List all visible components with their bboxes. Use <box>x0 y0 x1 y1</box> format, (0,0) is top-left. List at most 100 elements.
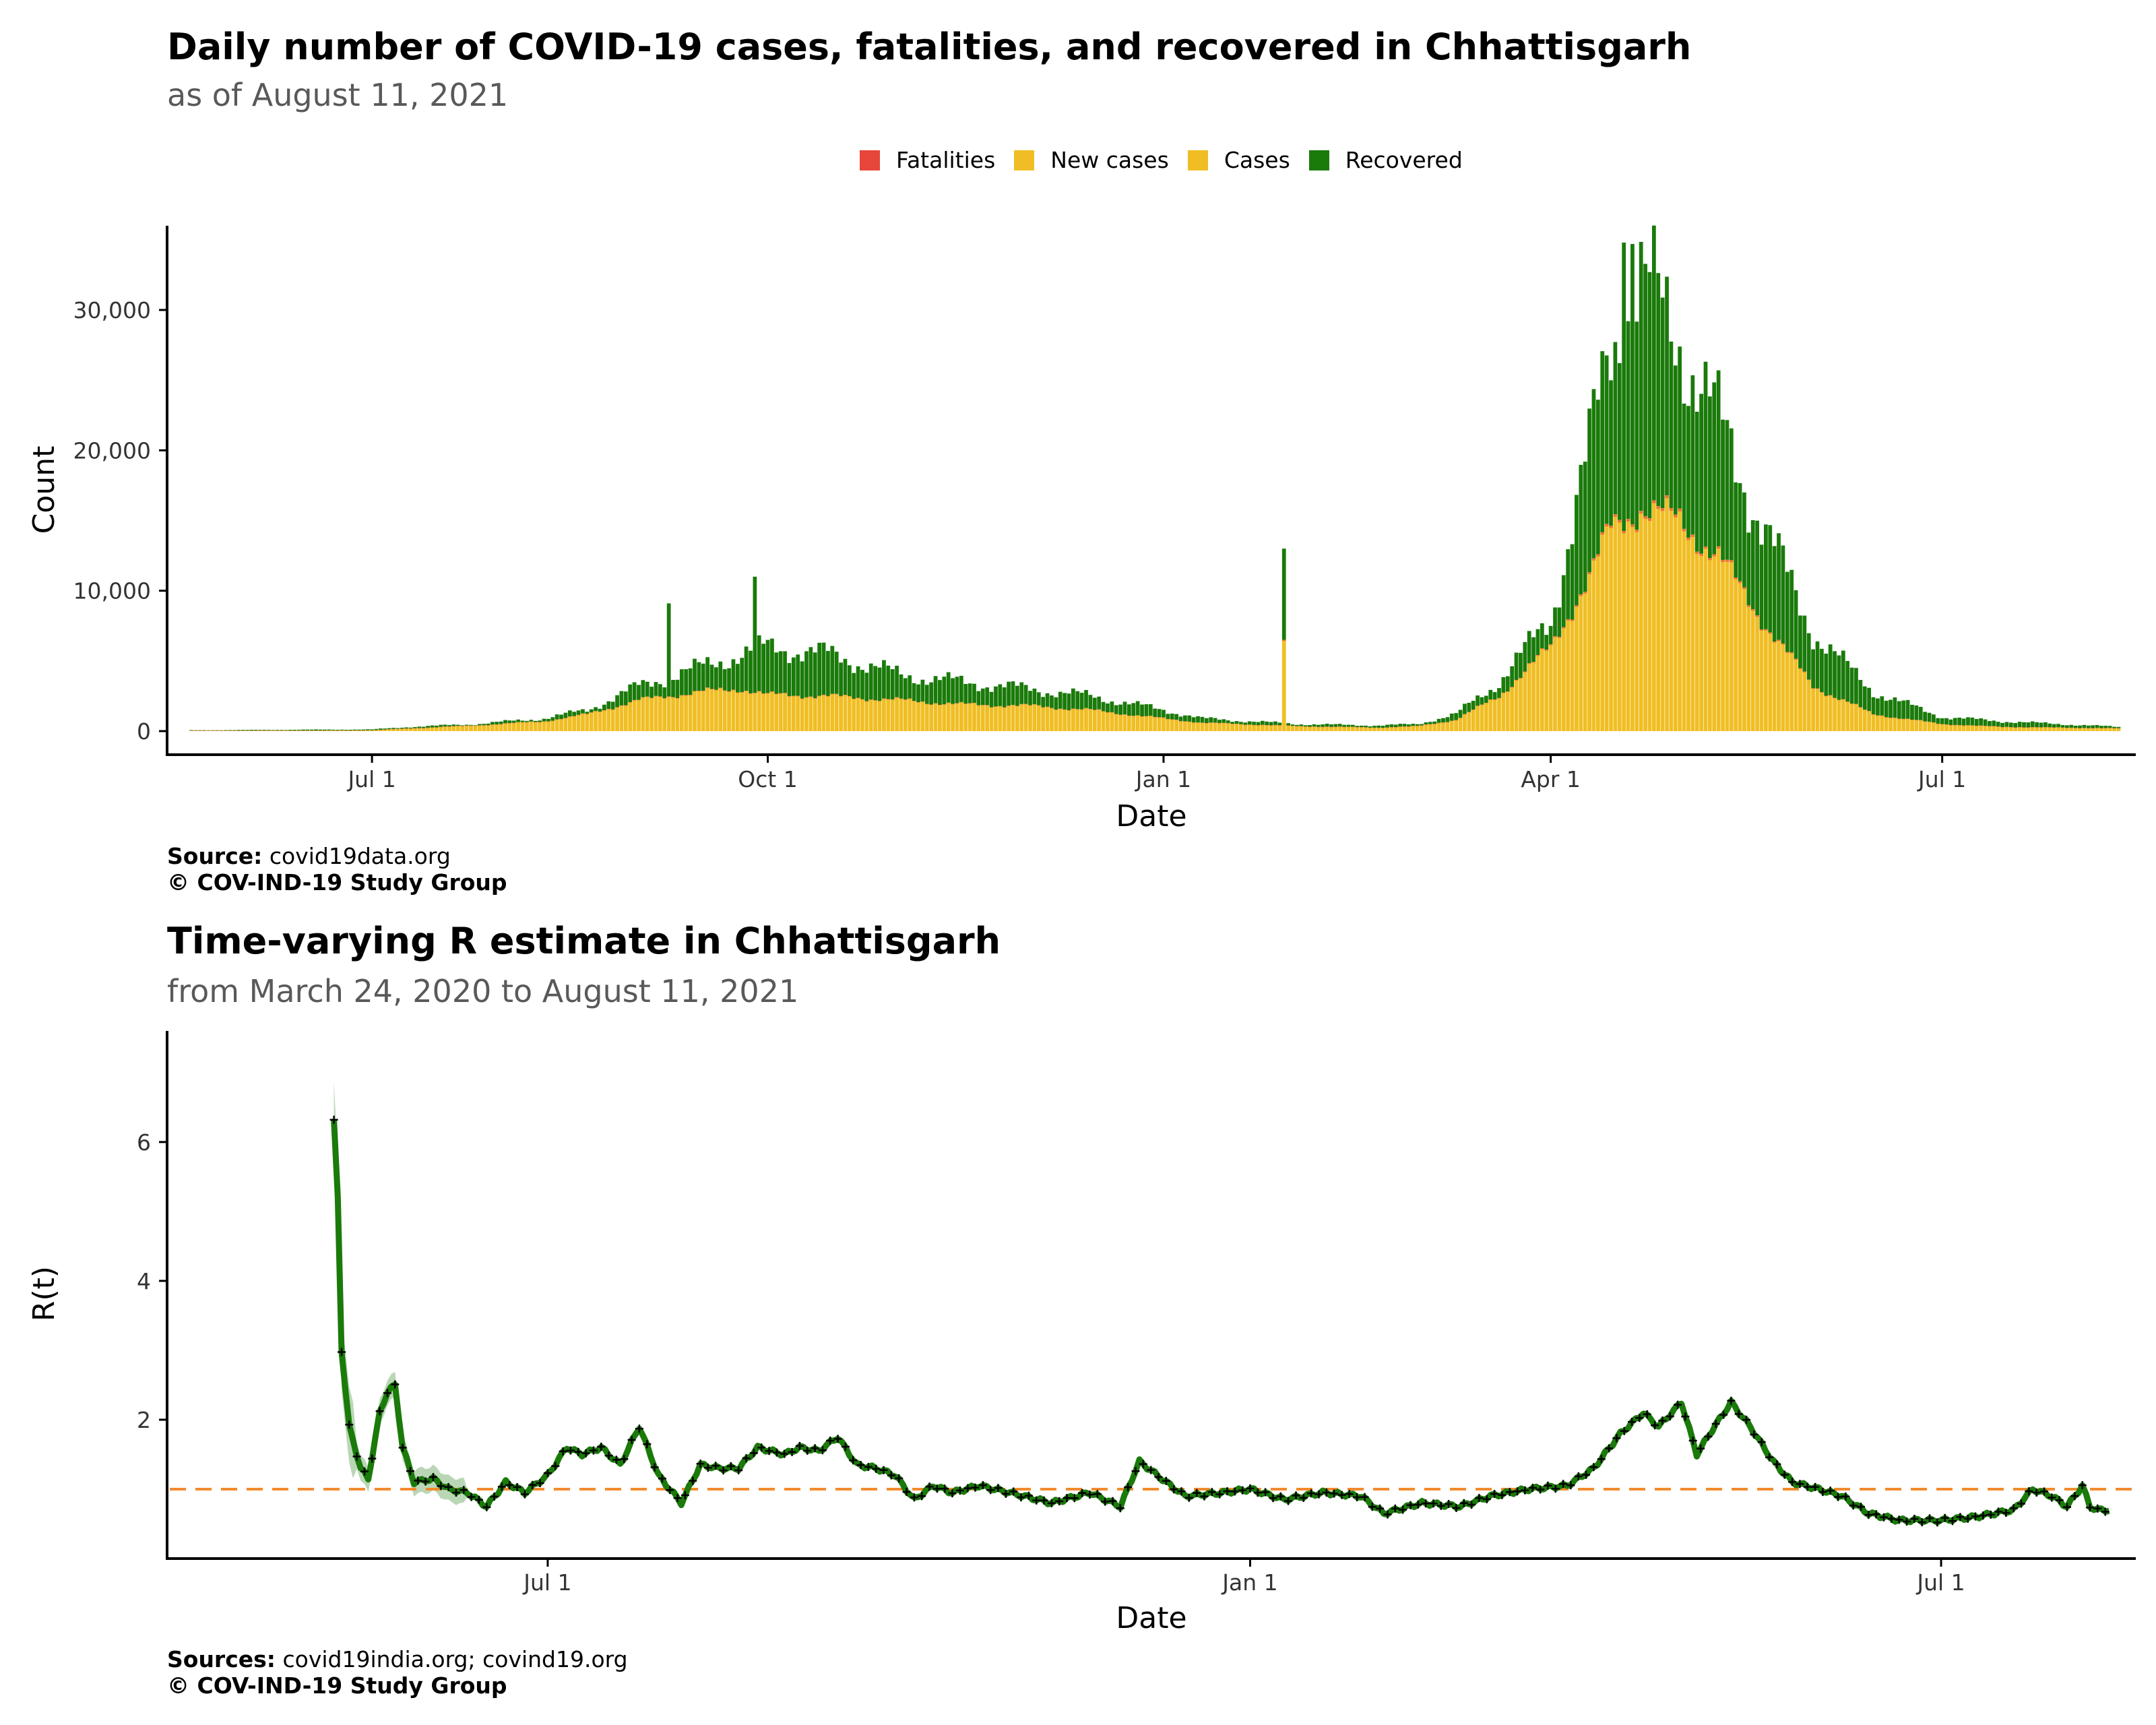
recovered-bar <box>1630 244 1635 525</box>
cases-bar <box>1157 717 1162 731</box>
recovered-bar <box>731 659 736 690</box>
x-tick-label: Jul 1 <box>522 1569 571 1596</box>
r-marker <box>1193 1488 1201 1497</box>
fatalities-bar <box>1794 658 1798 660</box>
recovered-bar <box>1738 483 1742 582</box>
fatalities-bar <box>1854 703 1858 705</box>
fatalities-bar <box>1622 531 1626 534</box>
r-marker <box>788 1447 796 1456</box>
r-marker <box>559 1447 567 1455</box>
fatalities-bar <box>1342 726 1347 728</box>
recovered-bar <box>924 685 929 704</box>
fatalities-bar <box>1617 520 1622 523</box>
cases-bar <box>1342 726 1347 731</box>
recovered-bar <box>1570 544 1575 620</box>
r-marker <box>2002 1509 2010 1517</box>
recovered-bar <box>1833 651 1837 698</box>
r-marker <box>2093 1504 2102 1513</box>
fatalities-bar <box>1613 514 1618 518</box>
legend-key-fatalities <box>860 150 880 170</box>
recovered-bar <box>1075 691 1080 710</box>
cases-bar <box>1067 710 1071 731</box>
cases-bar <box>1725 559 1730 731</box>
r-marker <box>1024 1491 1033 1500</box>
r-marker <box>2086 1503 2094 1512</box>
fatalities-bar <box>796 695 800 697</box>
fatalities-bar <box>1992 726 1996 727</box>
r-marker <box>635 1424 643 1433</box>
cases-bar <box>1579 594 1583 731</box>
cases-bar <box>1510 687 1515 731</box>
recovered-bar <box>1905 699 1910 719</box>
cases-bar <box>714 689 718 731</box>
y-tick-label: 2 <box>137 1407 151 1433</box>
fatalities-bar <box>266 730 271 731</box>
cases-bar <box>722 690 727 731</box>
r-marker <box>1139 1460 1147 1468</box>
r-marker <box>338 1348 346 1356</box>
recovered-bar <box>379 728 383 730</box>
cases-bar <box>1772 641 1777 731</box>
legend-item-cases: Cases <box>1187 147 1290 173</box>
chart2-source: Sources: covid19india.org; covind19.org <box>167 1647 628 1672</box>
recovered-bar <box>1669 341 1674 509</box>
cases-bar <box>1269 725 1273 731</box>
cases-bar <box>658 696 662 731</box>
cases-bar <box>1011 705 1015 731</box>
cases-bar <box>331 730 336 731</box>
r-marker <box>1574 1472 1583 1480</box>
cases-bar <box>374 730 379 731</box>
fatalities-bar <box>787 696 792 697</box>
r-marker <box>2078 1481 2087 1490</box>
y-tick-label: 30,000 <box>73 297 151 323</box>
r-marker <box>1498 1491 1507 1499</box>
fatalities-bar <box>1183 721 1187 722</box>
cases-bar <box>1217 723 1222 731</box>
cases-bar <box>1234 724 1239 731</box>
fatalities-bar <box>1557 636 1562 638</box>
recovered-bar <box>972 683 976 703</box>
r-marker <box>543 1469 552 1478</box>
cases-bar <box>1996 726 2000 731</box>
r-marker <box>1528 1484 1537 1492</box>
fatalities-bar <box>834 693 839 695</box>
recovered-bar <box>989 691 994 708</box>
r-marker <box>1688 1437 1697 1445</box>
y-tick-label: 0 <box>137 718 151 745</box>
r-marker <box>719 1466 728 1475</box>
recovered-bar <box>1880 696 1884 716</box>
cases-bar <box>1566 619 1571 731</box>
cases-bar <box>1385 727 1389 731</box>
fatalities-bar <box>1781 643 1785 645</box>
cases-bar <box>352 730 357 731</box>
recovered-bar <box>1449 714 1454 721</box>
recovered-bar <box>202 730 206 731</box>
cases-bar <box>718 687 723 731</box>
cases-bar <box>1544 650 1549 731</box>
fatalities-bar <box>1050 708 1054 709</box>
fatalities-bar <box>1772 641 1777 643</box>
fatalities-bar <box>654 695 658 697</box>
cases-bar <box>679 695 684 731</box>
cases-bar <box>740 692 744 731</box>
cases-bar <box>572 716 577 731</box>
cases-bar <box>1992 726 1996 731</box>
recovered-bar <box>942 677 947 705</box>
recovered-bar <box>413 726 417 728</box>
recovered-bar <box>1867 687 1871 712</box>
recovered-bar <box>1635 321 1639 530</box>
recovered-bar <box>1651 225 1656 501</box>
cases-bar <box>1841 699 1845 731</box>
fatalities-bar <box>327 730 331 731</box>
recovered-bar <box>666 603 671 697</box>
recovered-bar <box>1316 724 1321 727</box>
fatalities-bar <box>1957 725 1962 726</box>
r-marker <box>1834 1493 1843 1501</box>
cases-bar <box>1789 652 1794 731</box>
recovered-bar <box>1364 725 1368 728</box>
r-marker <box>696 1460 705 1468</box>
recovered-bar <box>843 658 848 695</box>
r-marker <box>726 1462 735 1470</box>
cases-bar <box>490 724 495 731</box>
r-marker <box>345 1420 354 1429</box>
